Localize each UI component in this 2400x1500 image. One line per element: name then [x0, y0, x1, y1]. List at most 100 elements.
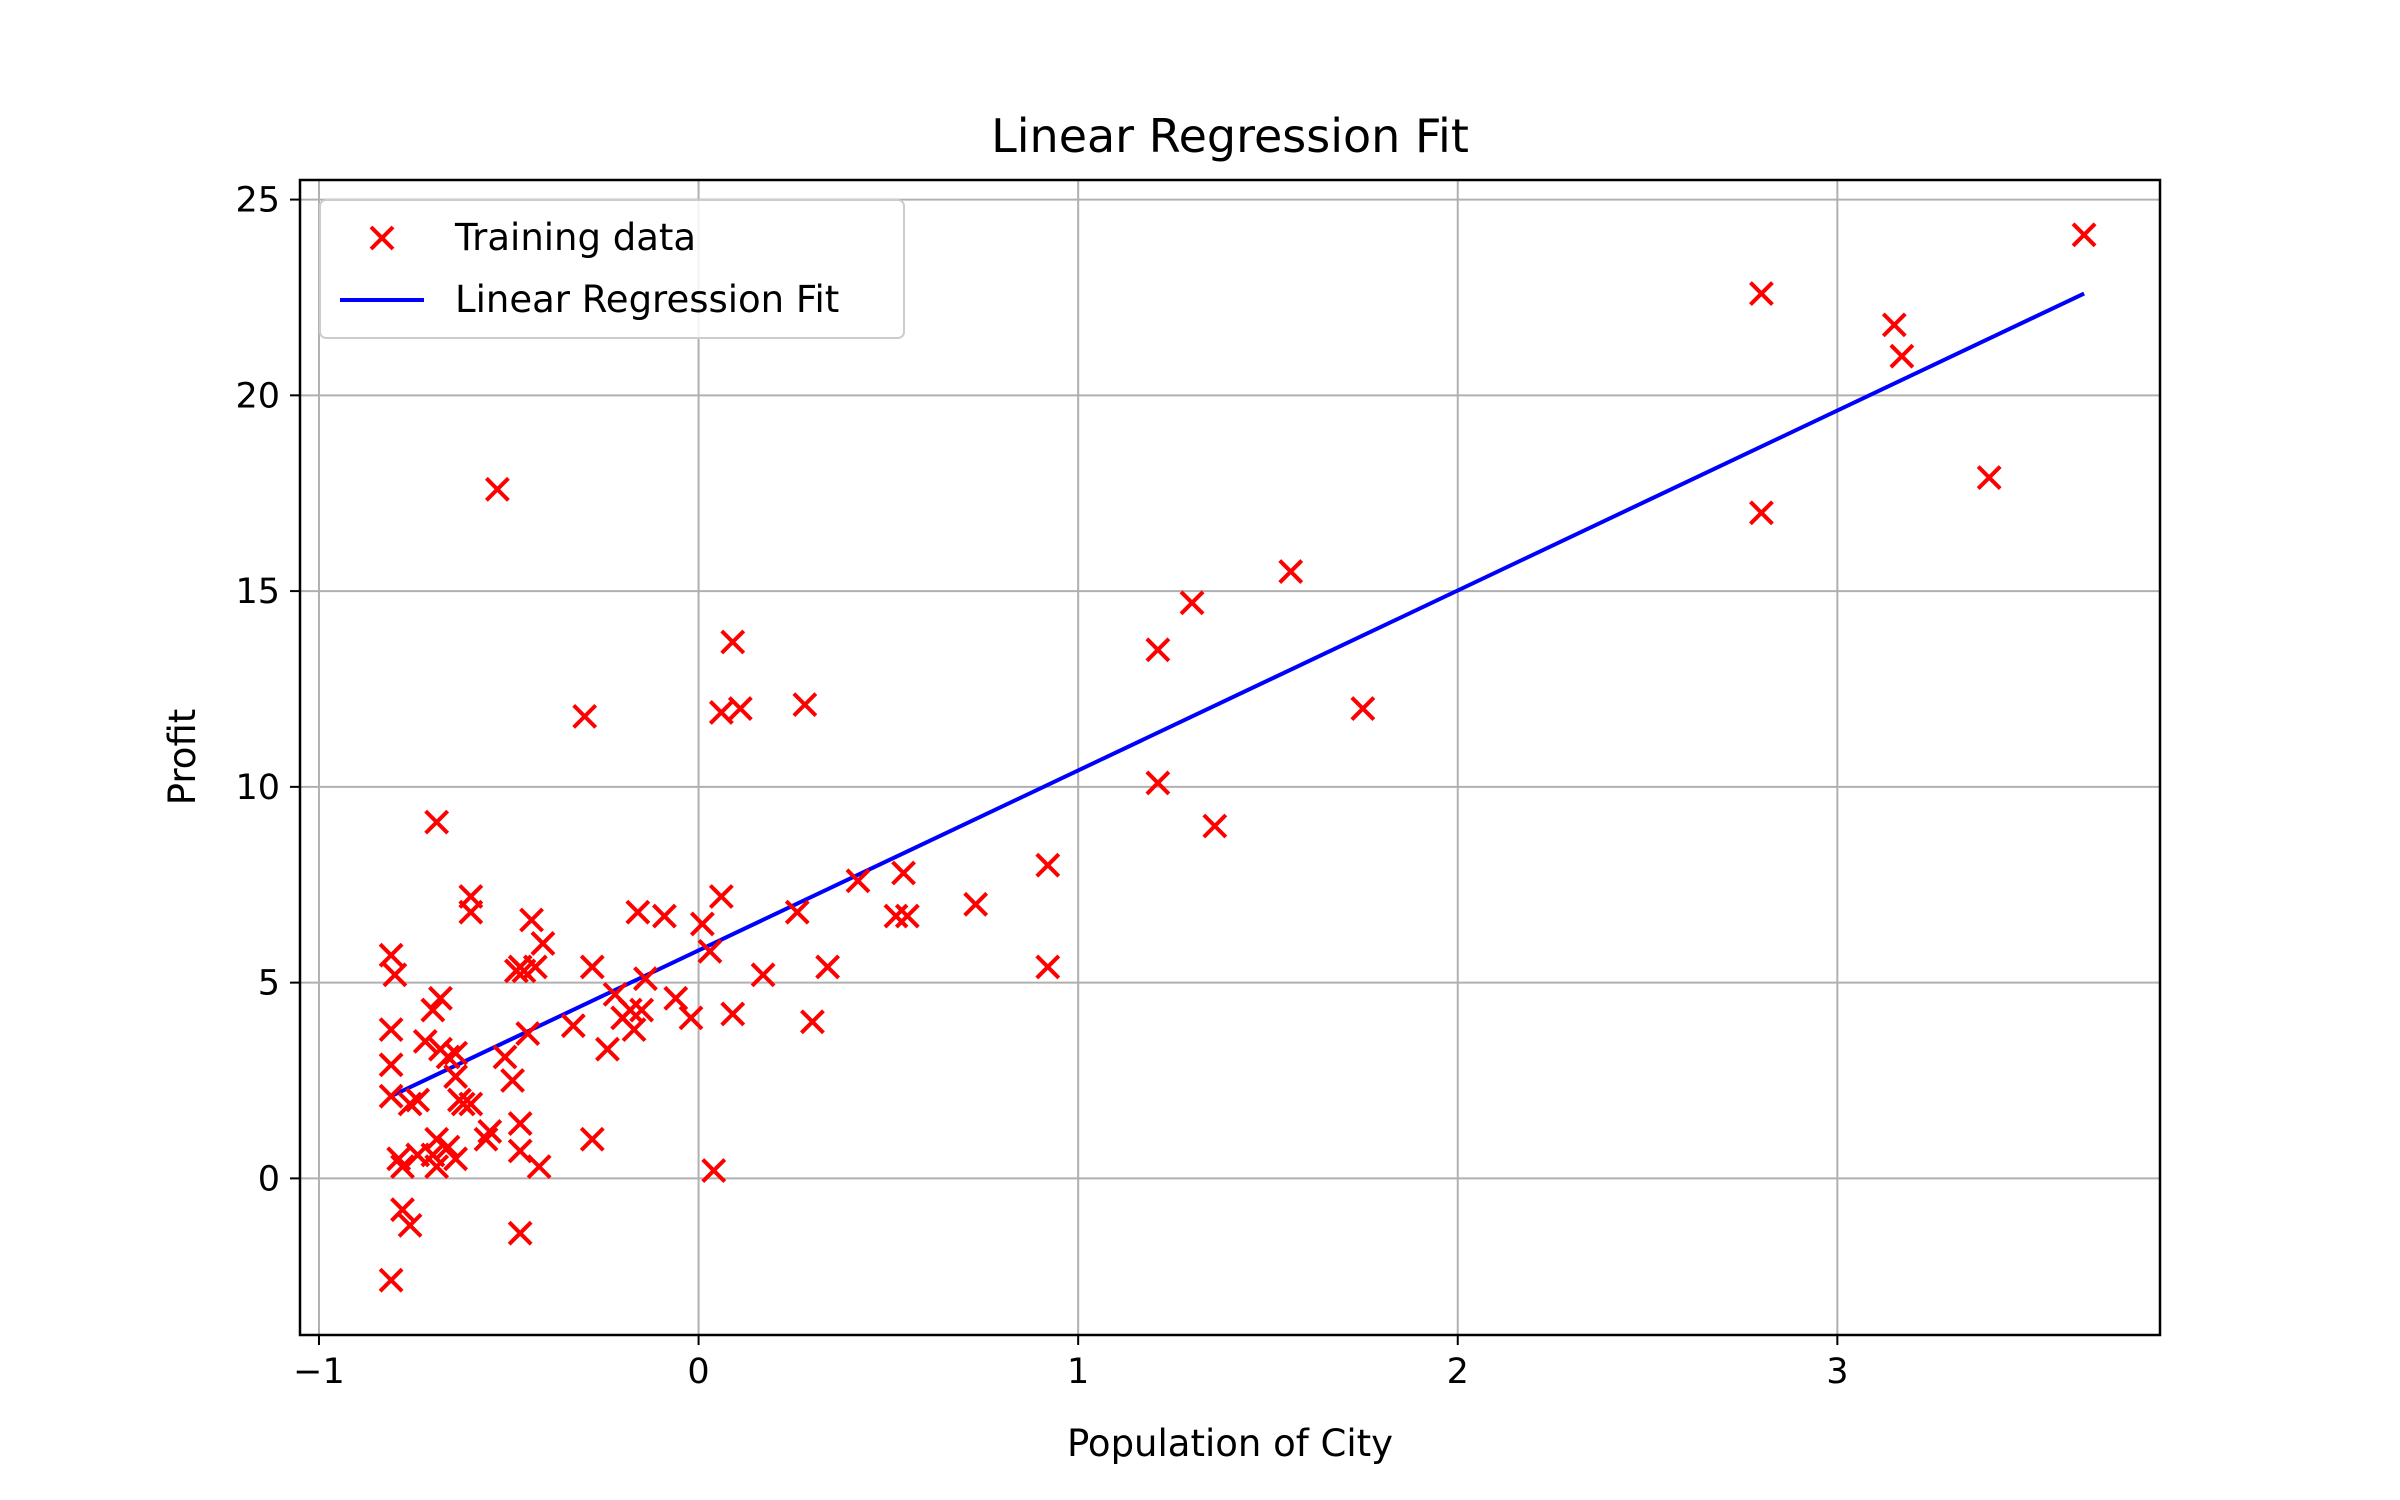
data-point-x-marker	[378, 1083, 404, 1109]
data-point-x-marker	[458, 899, 484, 925]
data-point-x-marker	[784, 899, 810, 925]
y-tick-label: 25	[235, 181, 280, 221]
data-point-x-marker	[800, 1009, 825, 1035]
data-point-x-marker	[500, 1068, 525, 1093]
data-point-x-marker	[1278, 559, 1304, 584]
data-point-x-marker	[625, 899, 651, 925]
data-point-x-marker	[579, 1126, 605, 1152]
data-point-x-marker	[435, 1044, 461, 1070]
data-point-x-marker	[382, 962, 408, 988]
plot-frame	[298, 178, 2162, 1337]
data-point-x-marker	[678, 1005, 704, 1031]
data-point-x-marker	[519, 907, 544, 933]
data-point-x-marker	[397, 1091, 423, 1117]
x-tick-label: 1	[1067, 1352, 1089, 1392]
x-axis-label: Population of City	[1067, 1422, 1393, 1465]
data-point-x-marker	[443, 1064, 469, 1090]
legend-x-marker	[369, 225, 395, 251]
y-tick-label: 20	[235, 376, 280, 416]
data-point-x-marker	[792, 692, 818, 718]
data-point-x-marker	[750, 962, 776, 988]
y-tick-label: 0	[258, 1159, 280, 1199]
data-point-x-marker	[424, 809, 450, 835]
data-point-x-marker	[412, 1028, 438, 1054]
data-point-x-marker	[405, 1142, 431, 1168]
data-point-x-marker	[1145, 770, 1171, 796]
data-point-x-marker	[720, 629, 746, 655]
data-point-x-marker	[477, 1118, 503, 1144]
data-point-x-marker	[1035, 954, 1061, 980]
data-point-x-marker	[1202, 813, 1228, 839]
data-point-x-marker	[458, 1091, 484, 1117]
data-point-x-marker	[522, 954, 548, 980]
data-point-x-marker	[507, 1220, 533, 1246]
chart-title: Linear Regression Fit	[991, 109, 1469, 163]
data-point-x-marker	[492, 1044, 518, 1070]
data-point-x-marker	[629, 997, 655, 1023]
x-tick-label: −1	[293, 1352, 345, 1392]
data-point-x-marker	[963, 891, 989, 917]
data-point-x-marker	[507, 1111, 533, 1136]
data-point-x-marker	[378, 1017, 404, 1043]
data-point-x-marker	[697, 938, 723, 964]
data-point-x-marker	[1035, 852, 1061, 878]
fit-line-layer	[390, 291, 2085, 1098]
data-point-x-marker	[727, 696, 753, 721]
data-point-x-marker	[1881, 312, 1907, 338]
data-point-x-marker	[1889, 343, 1915, 369]
data-point-x-marker	[663, 985, 689, 1011]
data-point-x-marker	[579, 954, 605, 980]
x-tick-label: 3	[1826, 1352, 1848, 1392]
data-point-x-marker	[708, 884, 734, 909]
data-point-x-marker	[651, 903, 677, 929]
y-tick-label: 10	[235, 768, 280, 808]
data-point-x-marker	[633, 966, 658, 992]
y-tick-label: 15	[235, 572, 280, 612]
data-point-x-marker	[560, 1013, 586, 1039]
data-point-x-marker	[1350, 696, 1376, 721]
data-point-x-marker	[1145, 637, 1171, 663]
regression-fit-line	[390, 291, 2085, 1098]
data-point-x-marker	[515, 1021, 541, 1046]
data-point-x-marker	[473, 1126, 499, 1152]
data-point-x-marker	[424, 1154, 450, 1180]
data-point-x-marker	[1749, 281, 1774, 306]
data-point-x-marker	[443, 1040, 469, 1066]
grid	[300, 180, 2160, 1335]
data-point-x-marker	[621, 1017, 647, 1043]
data-point-x-marker	[845, 868, 871, 894]
data-point-x-marker	[1976, 465, 2002, 490]
training-points	[378, 222, 2097, 1293]
data-point-x-marker	[883, 903, 909, 929]
data-point-x-marker	[450, 1091, 476, 1117]
data-point-x-marker	[595, 1036, 620, 1062]
y-axis-ticks: 0 5 10 15 20 25	[235, 181, 300, 1199]
data-point-x-marker	[507, 1138, 533, 1164]
legend-marker-x-icon	[369, 225, 395, 251]
data-point-x-marker	[701, 1158, 727, 1183]
data-point-x-marker	[526, 1154, 552, 1180]
data-point-x-marker	[424, 1126, 450, 1152]
data-point-x-marker	[1179, 590, 1205, 616]
data-point-x-marker	[689, 911, 715, 937]
data-point-x-marker	[378, 1267, 404, 1293]
data-point-x-marker	[484, 476, 510, 502]
data-point-x-marker	[815, 954, 841, 980]
data-point-x-marker	[720, 1001, 746, 1027]
x-axis-ticks: −1 0 1 2 3	[293, 1335, 1848, 1392]
data-point-x-marker	[617, 997, 643, 1023]
data-point-x-marker	[1749, 500, 1774, 526]
data-point-x-marker	[708, 700, 734, 725]
x-tick-label: 2	[1447, 1352, 1469, 1392]
data-point-x-marker	[894, 903, 920, 929]
data-point-x-marker	[390, 1154, 415, 1180]
y-axis-label: Profit	[161, 709, 204, 806]
data-point-x-marker	[390, 1197, 415, 1223]
legend: Training data Linear Regression Fit	[319, 199, 905, 339]
x-tick-label: 0	[687, 1352, 709, 1392]
data-point-x-marker	[397, 1212, 423, 1238]
legend-box	[319, 199, 905, 339]
legend-label-training: Training data	[454, 216, 696, 259]
y-tick-label: 5	[258, 964, 280, 1004]
